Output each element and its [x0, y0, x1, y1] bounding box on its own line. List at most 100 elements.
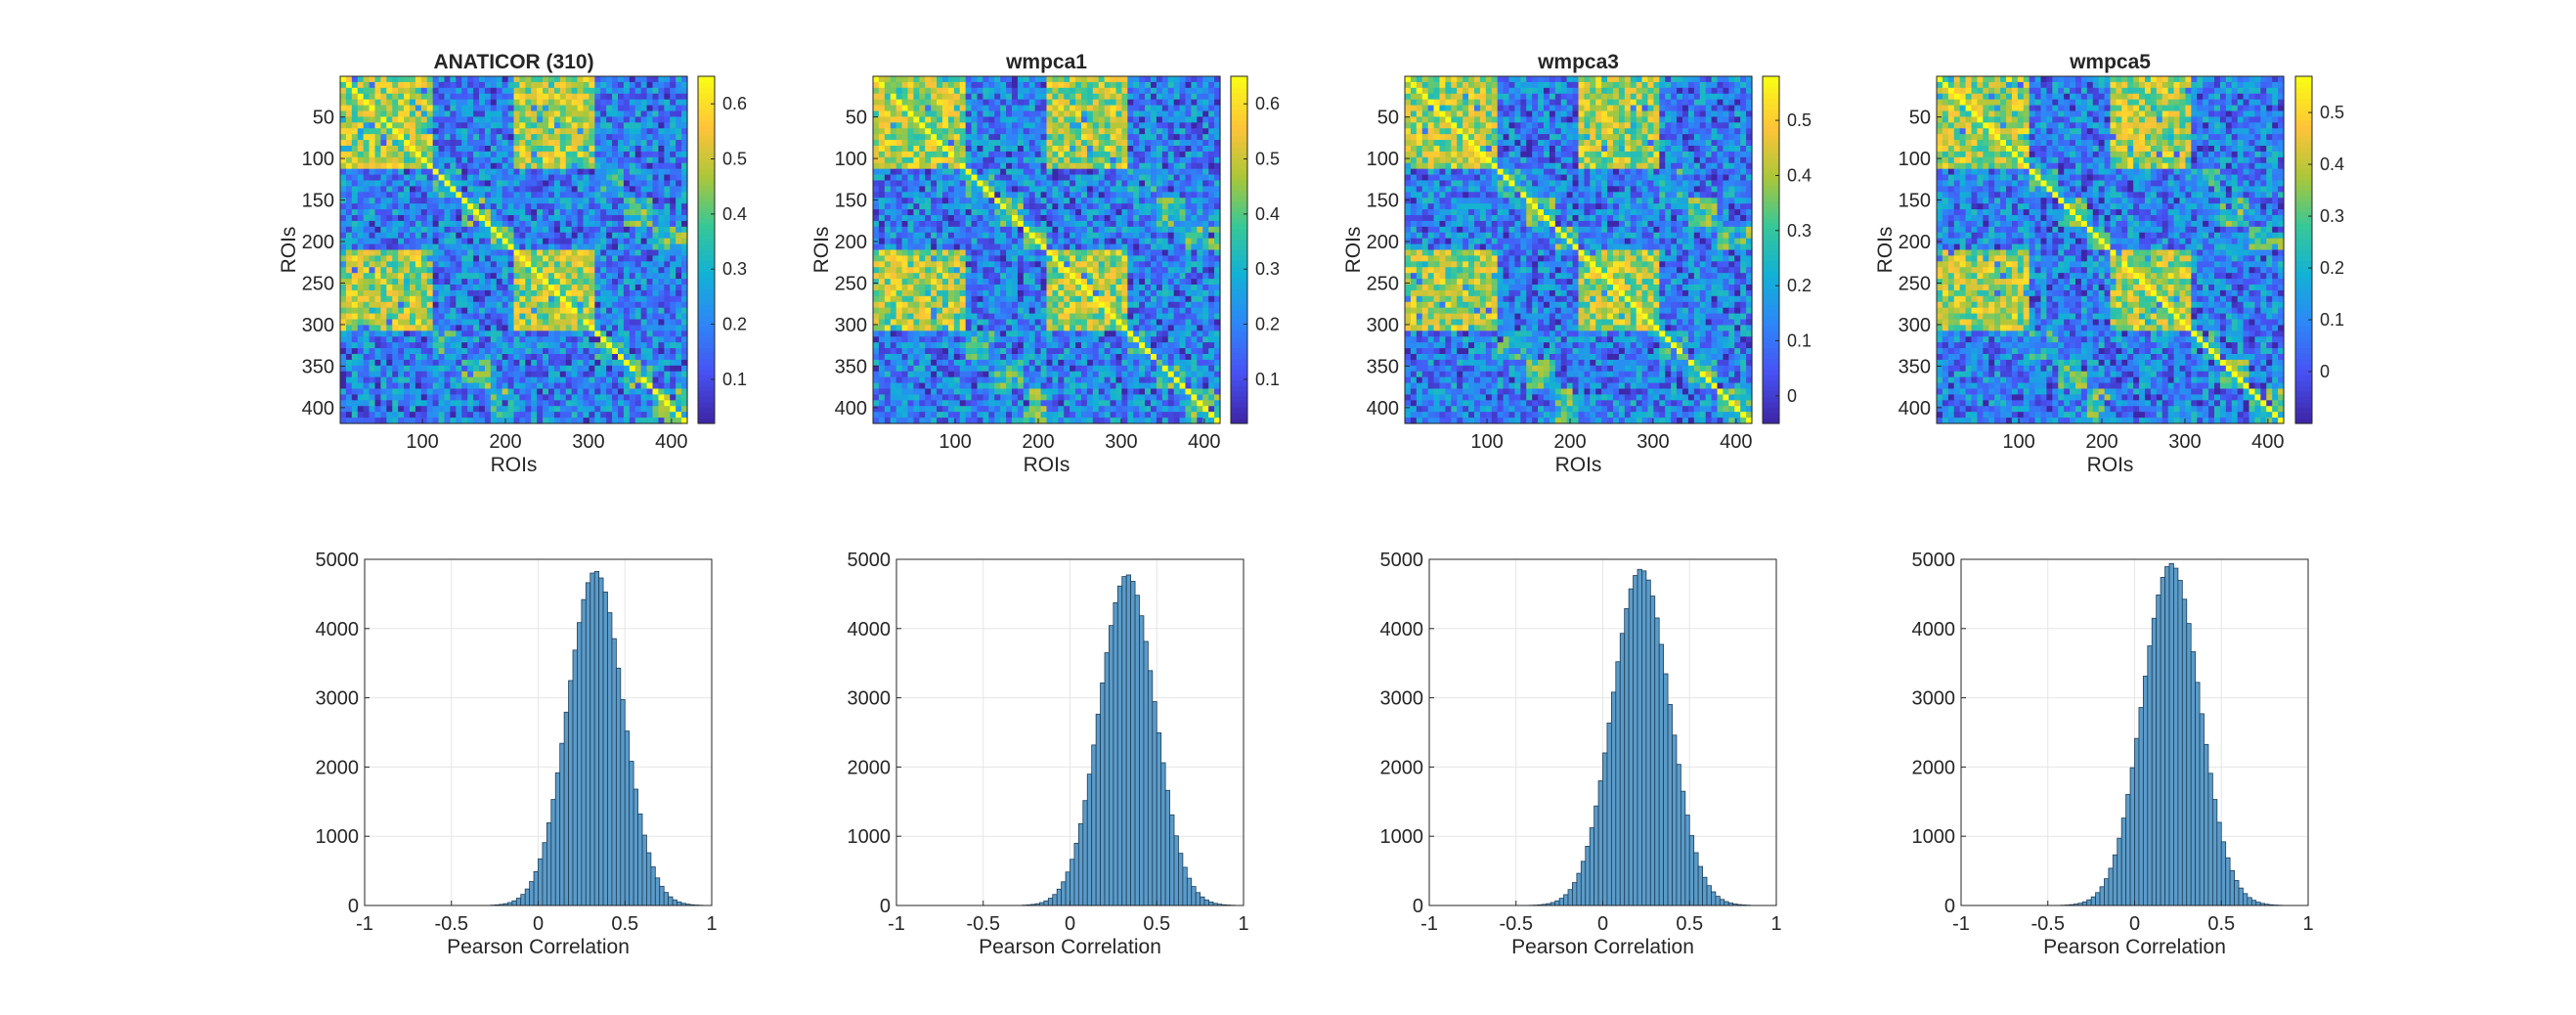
- heatmap-cell: [1127, 93, 1134, 101]
- heatmap-cell: [345, 128, 353, 135]
- heatmap-cell: [1012, 162, 1019, 170]
- heatmap-cell: [612, 342, 619, 349]
- heatmap-cell: [553, 198, 561, 204]
- heatmap-cell: [977, 116, 984, 123]
- heatmap-cell: [913, 140, 920, 147]
- heatmap-cell: [525, 180, 532, 188]
- heatmap-cell: [398, 273, 405, 280]
- heatmap-cell: [479, 232, 486, 240]
- heatmap-cell: [456, 128, 462, 135]
- heatmap-cell: [553, 209, 561, 216]
- heatmap-cell: [559, 365, 567, 373]
- heatmap-cell: [676, 110, 682, 118]
- heatmap-cell: [548, 168, 555, 176]
- heatmap-cell: [623, 128, 631, 135]
- heatmap-cell: [543, 203, 549, 210]
- heatmap-cell: [1151, 174, 1157, 182]
- heatmap-cell: [612, 388, 619, 396]
- heatmap-cell: [1081, 140, 1088, 147]
- colorbar-swatch: [698, 92, 715, 99]
- heatmap-cell: [507, 81, 515, 89]
- heatmap-cell: [444, 400, 452, 407]
- heatmap-cell: [432, 134, 440, 141]
- heatmap-cell: [438, 81, 446, 89]
- heatmap-cell: [606, 394, 613, 401]
- heatmap-cell: [873, 192, 880, 199]
- heatmap-cell: [1023, 81, 1030, 89]
- heatmap-cell: [606, 220, 613, 228]
- heatmap-cell: [473, 134, 480, 141]
- heatmap-cell: [548, 295, 555, 303]
- heatmap-cell: [374, 110, 382, 118]
- heatmap-cell: [1197, 168, 1203, 176]
- heatmap-cell: [513, 412, 521, 419]
- heatmap-cell: [1034, 76, 1042, 83]
- heatmap-cell: [895, 186, 903, 193]
- heatmap-cell: [1214, 186, 1221, 193]
- heatmap-cell: [623, 376, 631, 384]
- heatmap-cell: [1161, 162, 1169, 170]
- heatmap-cell: [982, 162, 989, 170]
- heatmap-cell: [369, 388, 376, 396]
- heatmap-cell: [1133, 128, 1140, 135]
- heatmap-cell: [369, 192, 376, 199]
- heatmap-cell: [1028, 116, 1036, 123]
- heatmap-cell: [583, 301, 590, 309]
- heatmap-cell: [410, 394, 416, 401]
- heatmap-cell: [681, 412, 688, 419]
- heatmap-cell: [392, 295, 399, 303]
- heatmap-cell: [901, 140, 909, 147]
- heatmap-cell: [386, 249, 393, 257]
- heatmap-cell: [959, 140, 967, 147]
- heatmap-cell: [681, 365, 688, 373]
- heatmap-cell: [438, 400, 446, 407]
- heatmap-cell: [473, 359, 480, 367]
- heatmap-cell: [386, 128, 393, 135]
- heatmap-cell: [369, 336, 376, 343]
- heatmap-cell: [432, 249, 440, 257]
- heatmap-cell: [357, 243, 365, 251]
- heatmap-cell: [571, 388, 579, 396]
- heatmap-cell: [543, 243, 549, 251]
- heatmap-cell: [629, 412, 636, 419]
- heatmap-cell: [461, 105, 468, 112]
- heatmap-cell: [369, 331, 376, 337]
- heatmap-cell: [1202, 116, 1209, 123]
- heatmap-cell: [571, 99, 579, 107]
- heatmap-cell: [640, 156, 648, 164]
- heatmap-cell: [410, 81, 416, 89]
- heatmap-cell: [670, 400, 677, 407]
- heatmap-cell: [1086, 156, 1094, 164]
- heatmap-cell: [634, 400, 642, 407]
- heatmap-cell: [634, 209, 642, 216]
- heatmap-cell: [565, 134, 573, 141]
- heatmap-cell: [1115, 151, 1123, 158]
- heatmap-cell: [357, 313, 365, 321]
- heatmap-cell: [1202, 140, 1209, 147]
- heatmap-cell: [971, 174, 979, 182]
- heatmap-cell: [646, 301, 654, 309]
- heatmap-cell: [913, 93, 920, 101]
- heatmap-cell: [664, 226, 671, 234]
- heatmap-cell: [490, 76, 498, 83]
- heatmap-cell: [456, 110, 462, 118]
- heatmap-cell: [363, 105, 371, 112]
- heatmap-cell: [392, 128, 399, 135]
- heatmap-cell: [467, 382, 474, 390]
- heatmap-cell: [461, 168, 468, 176]
- heatmap-cell: [925, 162, 932, 170]
- heatmap-cell: [548, 359, 555, 367]
- heatmap-cell: [404, 209, 411, 216]
- heatmap-cell: [507, 359, 515, 367]
- heatmap-cell: [426, 146, 434, 153]
- heatmap-cell: [612, 382, 619, 390]
- heatmap-cell: [1086, 99, 1094, 107]
- heatmap-cell: [1202, 122, 1209, 129]
- colorbar-swatch: [698, 255, 715, 262]
- heatmap-cell: [629, 313, 636, 321]
- heatmap-cell: [931, 140, 938, 147]
- heatmap-cell: [1000, 76, 1007, 83]
- heatmap-cell: [380, 295, 387, 303]
- heatmap-cell: [363, 192, 371, 199]
- heatmap-cell: [664, 273, 671, 280]
